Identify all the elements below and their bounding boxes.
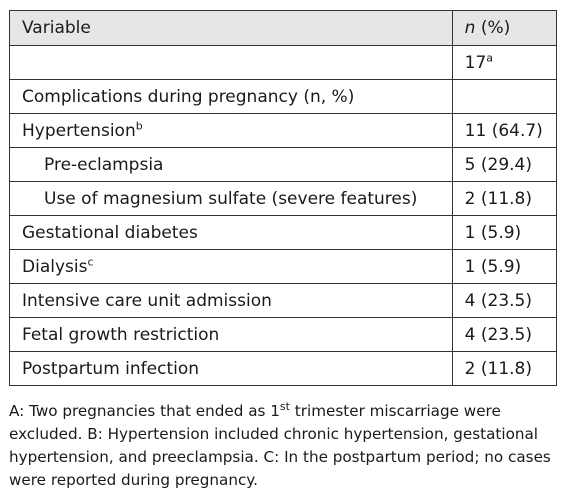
row-label-cell: Intensive care unit admission [9,283,453,318]
header-n-percent: n (%) [451,10,558,46]
row-value: 4 (23.5) [464,290,532,311]
table-header-row: Variable n (%) [9,10,558,46]
row-label-cell: Dialysisc [9,249,453,284]
row-value-cell: 2 (11.8) [451,181,558,216]
total-footnote-marker: a [486,50,494,64]
complications-table: Variable n (%) 17a Complications during … [9,10,558,386]
row-value: 2 (11.8) [464,188,532,209]
data-table-container: Variable n (%) 17a Complications during … [9,10,558,386]
section-label-cell: Complications during pregnancy (n, %) [9,79,453,114]
row-footnote-marker: c [87,254,94,268]
row-label: Use of magnesium sulfate (severe feature… [44,188,418,209]
row-value-cell: 1 (5.9) [451,249,558,284]
row-value: 5 (29.4) [464,154,532,175]
header-variable: Variable [9,10,453,46]
row-value: 1 (5.9) [464,222,522,243]
row-label: Fetal growth restriction [22,324,220,345]
row-label-cell: Hypertensionb [9,113,453,148]
row-label-cell: Postpartum infection [9,351,453,386]
row-footnote-marker: b [135,118,143,132]
row-value: 1 (5.9) [464,256,522,277]
table-row: Use of magnesium sulfate (severe feature… [9,181,558,216]
table-footnote: A: Two pregnancies that ended as 1st tri… [9,400,557,492]
table-row: Hypertensionb 11 (64.7) [9,113,558,148]
footnote-ordinal-suffix: st [279,399,290,413]
row-value-cell: 4 (23.5) [451,283,558,318]
section-label: Complications during pregnancy (n, %) [22,86,355,107]
table-row: Gestational diabetes 1 (5.9) [9,215,558,250]
row-value-cell: 2 (11.8) [451,351,558,386]
section-row: Complications during pregnancy (n, %) [9,79,558,114]
total-row-value-cell: 17a [451,45,558,80]
row-label: Hypertension [22,120,136,141]
total-row-label-cell [9,45,453,80]
footnote-text-continued: trimester miscarriage were excluded. B: … [9,402,551,489]
table-row: Pre-eclampsia 5 (29.4) [9,147,558,182]
total-row: 17a [9,45,558,80]
header-n-percent-label: (%) [475,18,511,38]
table-row: Intensive care unit admission 4 (23.5) [9,283,558,318]
header-n-italic: n [464,18,476,38]
row-label: Postpartum infection [22,358,200,379]
row-label-cell: Fetal growth restriction [9,317,453,352]
row-label-cell: Use of magnesium sulfate (severe feature… [9,181,453,216]
row-value-cell: 5 (29.4) [451,147,558,182]
row-label-cell: Gestational diabetes [9,215,453,250]
total-value: 17 [464,52,487,73]
header-variable-label: Variable [22,18,91,38]
row-label: Intensive care unit admission [22,290,272,311]
section-value-cell [451,79,558,114]
row-value-cell: 1 (5.9) [451,215,558,250]
row-value-cell: 11 (64.7) [451,113,558,148]
footnote-a-text: A: Two pregnancies that ended as 1 [9,402,280,420]
row-value-cell: 4 (23.5) [451,317,558,352]
row-label: Gestational diabetes [22,222,198,243]
row-value: 4 (23.5) [464,324,532,345]
table-row: Dialysisc 1 (5.9) [9,249,558,284]
table-row: Fetal growth restriction 4 (23.5) [9,317,558,352]
row-label-cell: Pre-eclampsia [9,147,453,182]
row-label: Pre-eclampsia [44,154,164,175]
table-row: Postpartum infection 2 (11.8) [9,351,558,386]
row-label: Dialysis [22,256,88,277]
row-value: 11 (64.7) [464,120,543,141]
row-value: 2 (11.8) [464,358,532,379]
